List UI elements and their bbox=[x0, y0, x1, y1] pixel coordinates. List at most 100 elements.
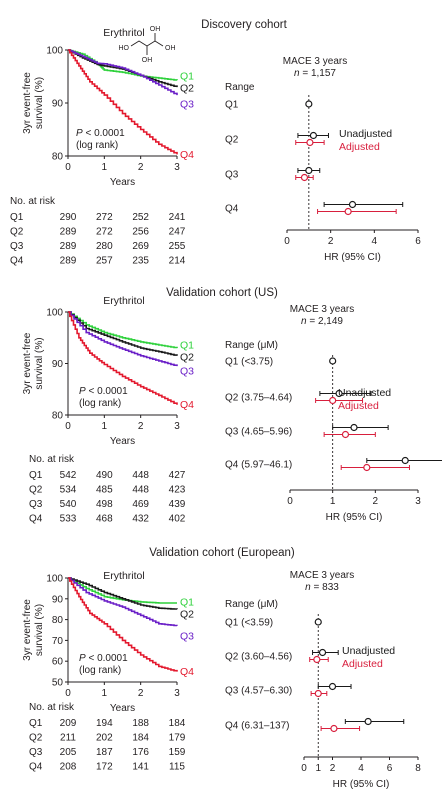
at-risk-row-label: Q2 bbox=[29, 485, 43, 496]
at-risk-count: 235 bbox=[132, 256, 149, 267]
structure-oh: OH bbox=[165, 45, 176, 52]
y-axis-label-line2: survival (%) bbox=[34, 604, 45, 656]
y-tick-label: 100 bbox=[46, 46, 63, 57]
at-risk-count: 184 bbox=[169, 718, 186, 729]
at-risk-count: 448 bbox=[132, 485, 149, 496]
x-axis-label: Years bbox=[110, 703, 135, 714]
y-tick-label: 60 bbox=[52, 657, 64, 668]
at-risk-count: 202 bbox=[96, 733, 113, 744]
hr-point bbox=[314, 618, 322, 626]
hr-tick-label: 6 bbox=[387, 763, 393, 774]
at-risk-title: No. at risk bbox=[29, 702, 75, 713]
quartile-label: Q4 (5.97–46.1) bbox=[225, 460, 292, 471]
curve-label-q1: Q1 bbox=[180, 596, 194, 608]
hr-axis-label: HR (95% CI) bbox=[326, 512, 383, 523]
at-risk-count: 272 bbox=[96, 227, 113, 238]
erythritol-structure: HO OH OH OH bbox=[119, 26, 176, 64]
panel-title: Validation cohort (US) bbox=[166, 287, 278, 299]
curve-label-q4: Q4 bbox=[180, 666, 194, 678]
at-risk-row-label: Q2 bbox=[29, 733, 43, 744]
legend-unadjusted: Unadjusted bbox=[339, 128, 392, 140]
at-risk-count: 490 bbox=[96, 470, 113, 481]
y-tick-label: 80 bbox=[52, 411, 64, 422]
range-header: Range bbox=[225, 82, 255, 93]
log-rank-label: (log rank) bbox=[79, 665, 121, 676]
hr-tick-label: 8 bbox=[415, 763, 421, 774]
at-risk-count: 179 bbox=[169, 733, 186, 744]
sample-size: n = 1,157 bbox=[294, 68, 336, 79]
hr-tick-label: 3 bbox=[415, 496, 421, 507]
structure-oh: HO bbox=[119, 45, 130, 52]
at-risk-count: 289 bbox=[60, 241, 77, 252]
p-symbol: P bbox=[76, 128, 83, 139]
us-km-panel: Validation cohort (US) Erythritol 80 90 100 0… bbox=[22, 287, 278, 525]
at-risk-count: 141 bbox=[132, 762, 149, 773]
x-tick-label: 0 bbox=[65, 421, 71, 432]
hr-point bbox=[329, 357, 337, 365]
hr-tick-label: 0 bbox=[301, 763, 307, 774]
at-risk-count: 423 bbox=[169, 485, 186, 496]
erythritol-label: Erythritol bbox=[103, 27, 144, 39]
at-risk-count: 208 bbox=[60, 762, 77, 773]
y-tick-label: 90 bbox=[52, 359, 64, 370]
european-km-panel: Validation cohort (European) Erythritol 50… bbox=[22, 547, 295, 773]
km-curve-q3 bbox=[68, 577, 178, 627]
at-risk-count: 159 bbox=[169, 747, 186, 758]
hr-point bbox=[313, 655, 321, 664]
structure-backbone bbox=[130, 40, 164, 47]
km-curve-q1 bbox=[68, 577, 177, 604]
at-risk-count: 194 bbox=[96, 718, 113, 729]
at-risk-count: 439 bbox=[169, 499, 186, 510]
y-axis-label-line2: survival (%) bbox=[34, 337, 45, 389]
y-tick-label: 80 bbox=[52, 615, 64, 626]
at-risk-count: 402 bbox=[169, 514, 186, 525]
km-curve-q3 bbox=[68, 311, 178, 367]
at-risk-count: 176 bbox=[132, 747, 149, 758]
at-risk-count: 188 bbox=[132, 718, 149, 729]
p-value-annotation: P < 0.0001 bbox=[79, 653, 128, 664]
hr-tick-label: 4 bbox=[372, 236, 378, 247]
quartile-label: Q2 (3.75–4.64) bbox=[225, 393, 292, 404]
at-risk-title: No. at risk bbox=[10, 196, 56, 207]
discovery-km-panel: Discovery cohort Erythritol 80 90 100 0 1 2 3 Yea… bbox=[10, 19, 288, 267]
x-tick-label: 2 bbox=[138, 162, 144, 173]
hr-tick-label: 1 bbox=[330, 496, 336, 507]
x-tick-label: 3 bbox=[174, 162, 180, 173]
curve-label-q1: Q1 bbox=[180, 340, 194, 352]
y-tick-label: 100 bbox=[46, 574, 63, 585]
x-tick-label: 1 bbox=[102, 421, 108, 432]
x-tick-label: 0 bbox=[65, 688, 71, 699]
at-risk-count: 534 bbox=[60, 485, 77, 496]
erythritol-label: Erythritol bbox=[103, 295, 144, 307]
hr-tick-label: 6 bbox=[415, 236, 421, 247]
x-tick-label: 3 bbox=[174, 421, 180, 432]
n-value: = 833 bbox=[311, 582, 340, 593]
at-risk-row-label: Q1 bbox=[29, 718, 43, 729]
at-risk-count: 542 bbox=[60, 470, 77, 481]
at-risk-row-label: Q3 bbox=[29, 499, 43, 510]
legend-unadjusted: Unadjusted bbox=[342, 645, 395, 657]
at-risk-title: No. at risk bbox=[29, 454, 75, 465]
n-symbol: n bbox=[305, 582, 311, 593]
at-risk-row-label: Q3 bbox=[29, 747, 43, 758]
km-curve-q4 bbox=[68, 49, 178, 155]
quartile-label: Q3 bbox=[225, 170, 239, 181]
p-value-text: < 0.0001 bbox=[86, 653, 128, 664]
hr-point bbox=[309, 131, 318, 140]
y-tick-label: 70 bbox=[52, 636, 64, 647]
quartile-label: Q3 (4.65–5.96) bbox=[225, 427, 292, 438]
hr-point bbox=[305, 100, 313, 108]
hr-axis-label: HR (95% CI) bbox=[324, 252, 381, 263]
km-curve-q2 bbox=[68, 577, 178, 610]
quartile-label: Q1 bbox=[225, 100, 239, 111]
p-value-annotation: P < 0.0001 bbox=[79, 386, 128, 397]
quartile-label: Q3 (4.57–6.30) bbox=[225, 686, 292, 697]
panel-title: Discovery cohort bbox=[201, 19, 287, 31]
curve-label-q3: Q3 bbox=[180, 366, 194, 378]
x-tick-label: 1 bbox=[102, 162, 108, 173]
curve-label-q3: Q3 bbox=[180, 99, 194, 111]
hr-point bbox=[330, 724, 338, 733]
at-risk-count: 485 bbox=[96, 485, 113, 496]
